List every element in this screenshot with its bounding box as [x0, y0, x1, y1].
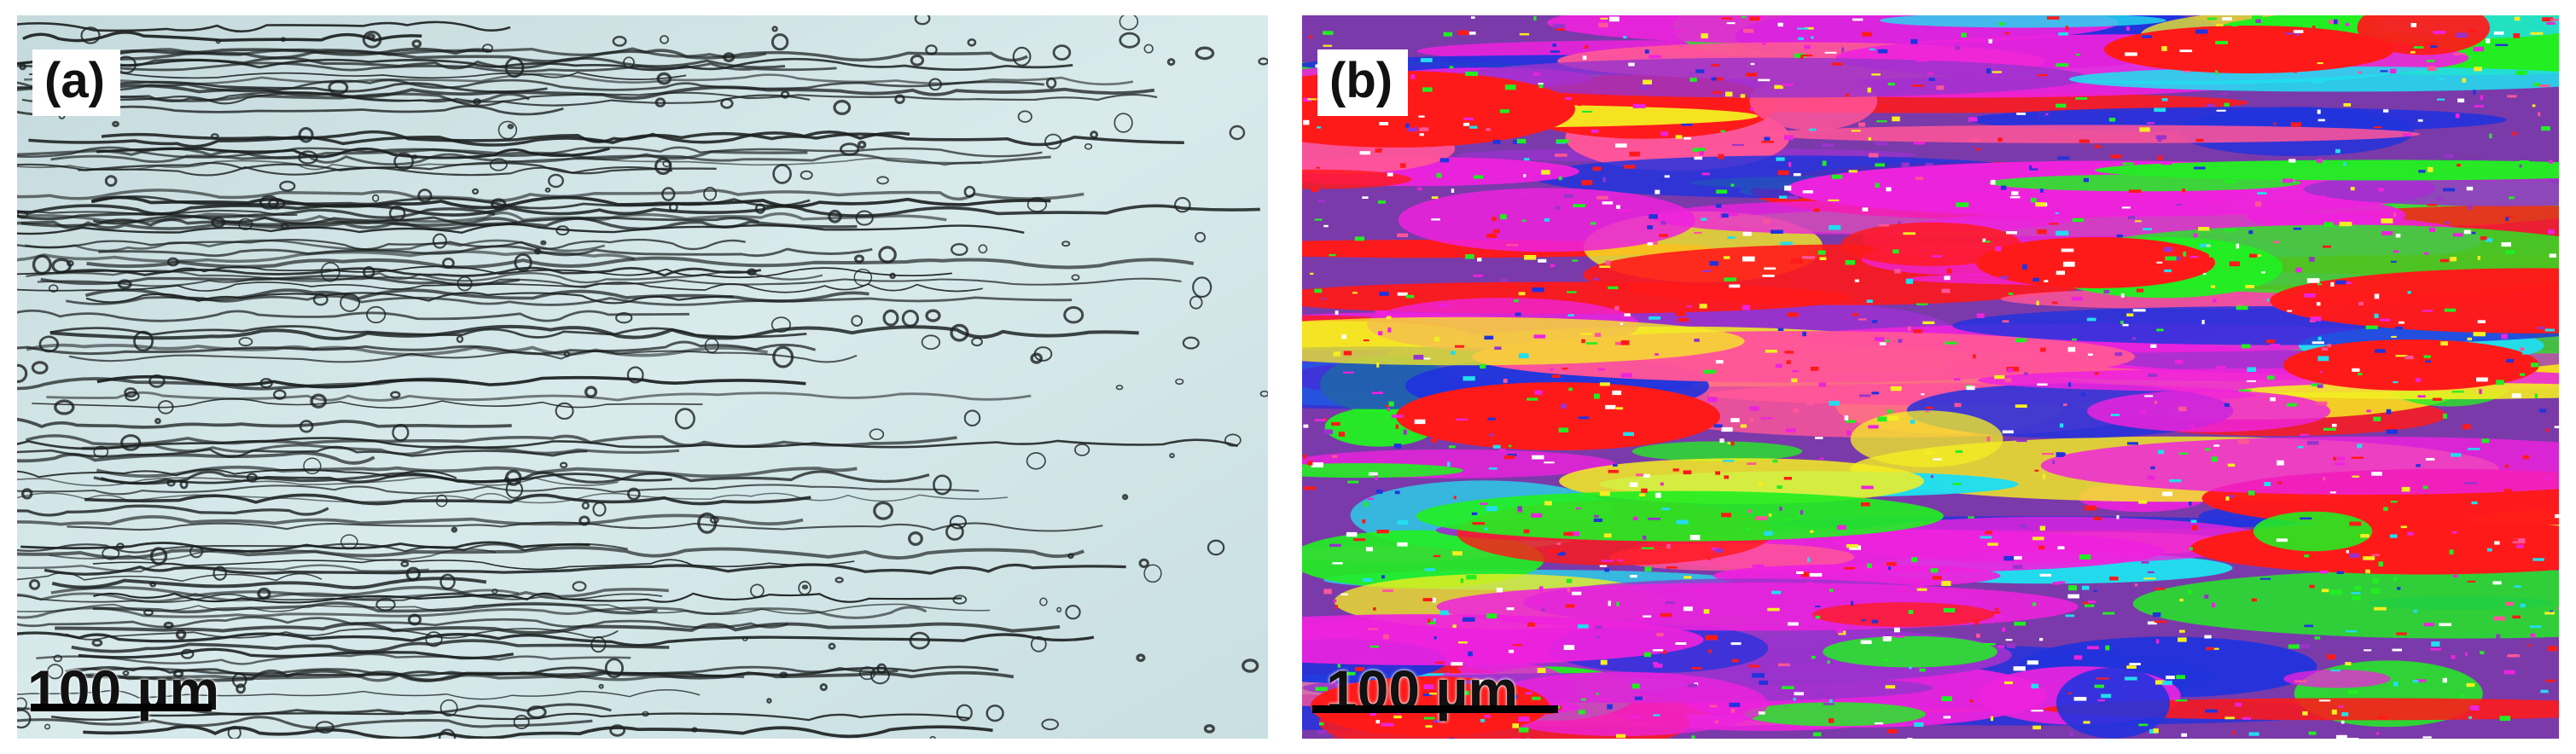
scale-bar — [31, 704, 212, 711]
panel-a-optical-micrograph: (a) 100 µm — [17, 15, 1268, 739]
scale-bar — [1312, 705, 1558, 713]
panel-label: (a) — [32, 49, 120, 116]
panel-b-ebsd-map: (b) 100 µm — [1302, 15, 2559, 739]
ebsd-orientation-map-image — [1302, 15, 2559, 739]
optical-micrograph-image — [17, 15, 1268, 739]
panel-label: (b) — [1317, 49, 1409, 116]
